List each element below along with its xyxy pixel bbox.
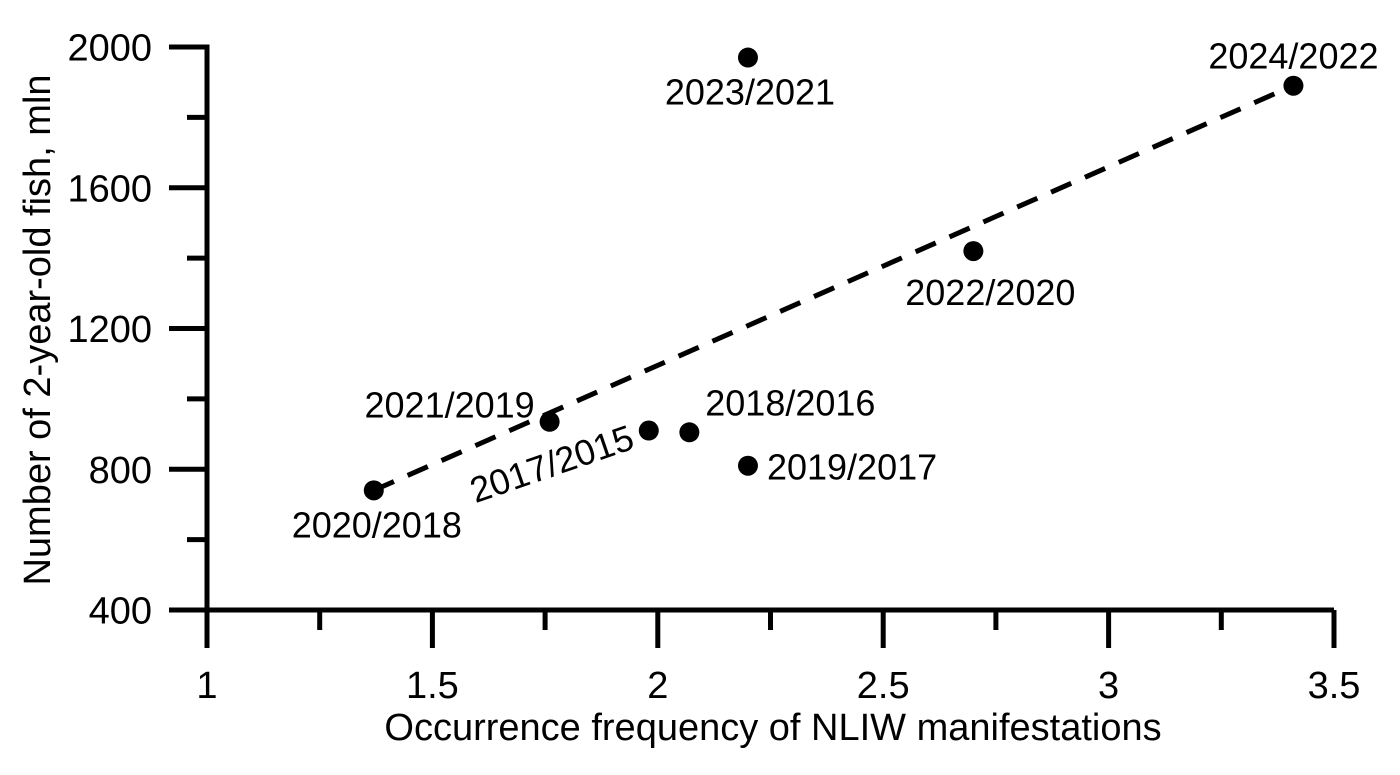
data-point (679, 422, 700, 443)
point-label: 2018/2016 (705, 382, 875, 423)
point-label: 2023/2021 (665, 72, 835, 113)
y-tick-label: 1200 (67, 309, 152, 351)
data-point (737, 455, 758, 476)
data-point (1283, 75, 1304, 96)
x-tick-label: 3.5 (1308, 665, 1361, 707)
point-label: 2021/2019 (365, 385, 535, 426)
y-tick-label: 400 (89, 591, 152, 633)
x-tick-label: 3 (1098, 665, 1119, 707)
point-label: 2020/2018 (292, 504, 462, 545)
point-labels-group: 2020/20182021/20192017/20152018/20162019… (292, 36, 1379, 546)
data-point (363, 480, 384, 501)
point-label: 2019/2017 (767, 447, 937, 488)
data-point (963, 241, 984, 262)
x-axis-title: Occurrence frequency of NLIW manifestati… (384, 707, 1161, 749)
y-axis-title: Number of 2-year-old fish, mln (17, 74, 59, 585)
data-point (737, 47, 758, 68)
x-tick-label: 2 (647, 665, 668, 707)
data-point (638, 420, 659, 441)
axes: 1 1.5 2 2.5 3 3.5 400 800 1200 1600 2000 (67, 28, 1360, 708)
data-point (539, 411, 560, 432)
y-tick-label: 800 (89, 450, 152, 492)
point-label: 2022/2020 (905, 272, 1075, 313)
x-tick-label: 1.5 (406, 665, 459, 707)
y-tick-label: 2000 (67, 28, 152, 70)
x-tick-label: 1 (196, 665, 217, 707)
data-points-group (363, 47, 1304, 501)
x-tick-label: 2.5 (857, 665, 910, 707)
trendline-group (372, 85, 1290, 493)
trendline (372, 85, 1290, 493)
point-label: 2024/2022 (1208, 36, 1378, 77)
y-tick-label: 1600 (67, 168, 152, 210)
